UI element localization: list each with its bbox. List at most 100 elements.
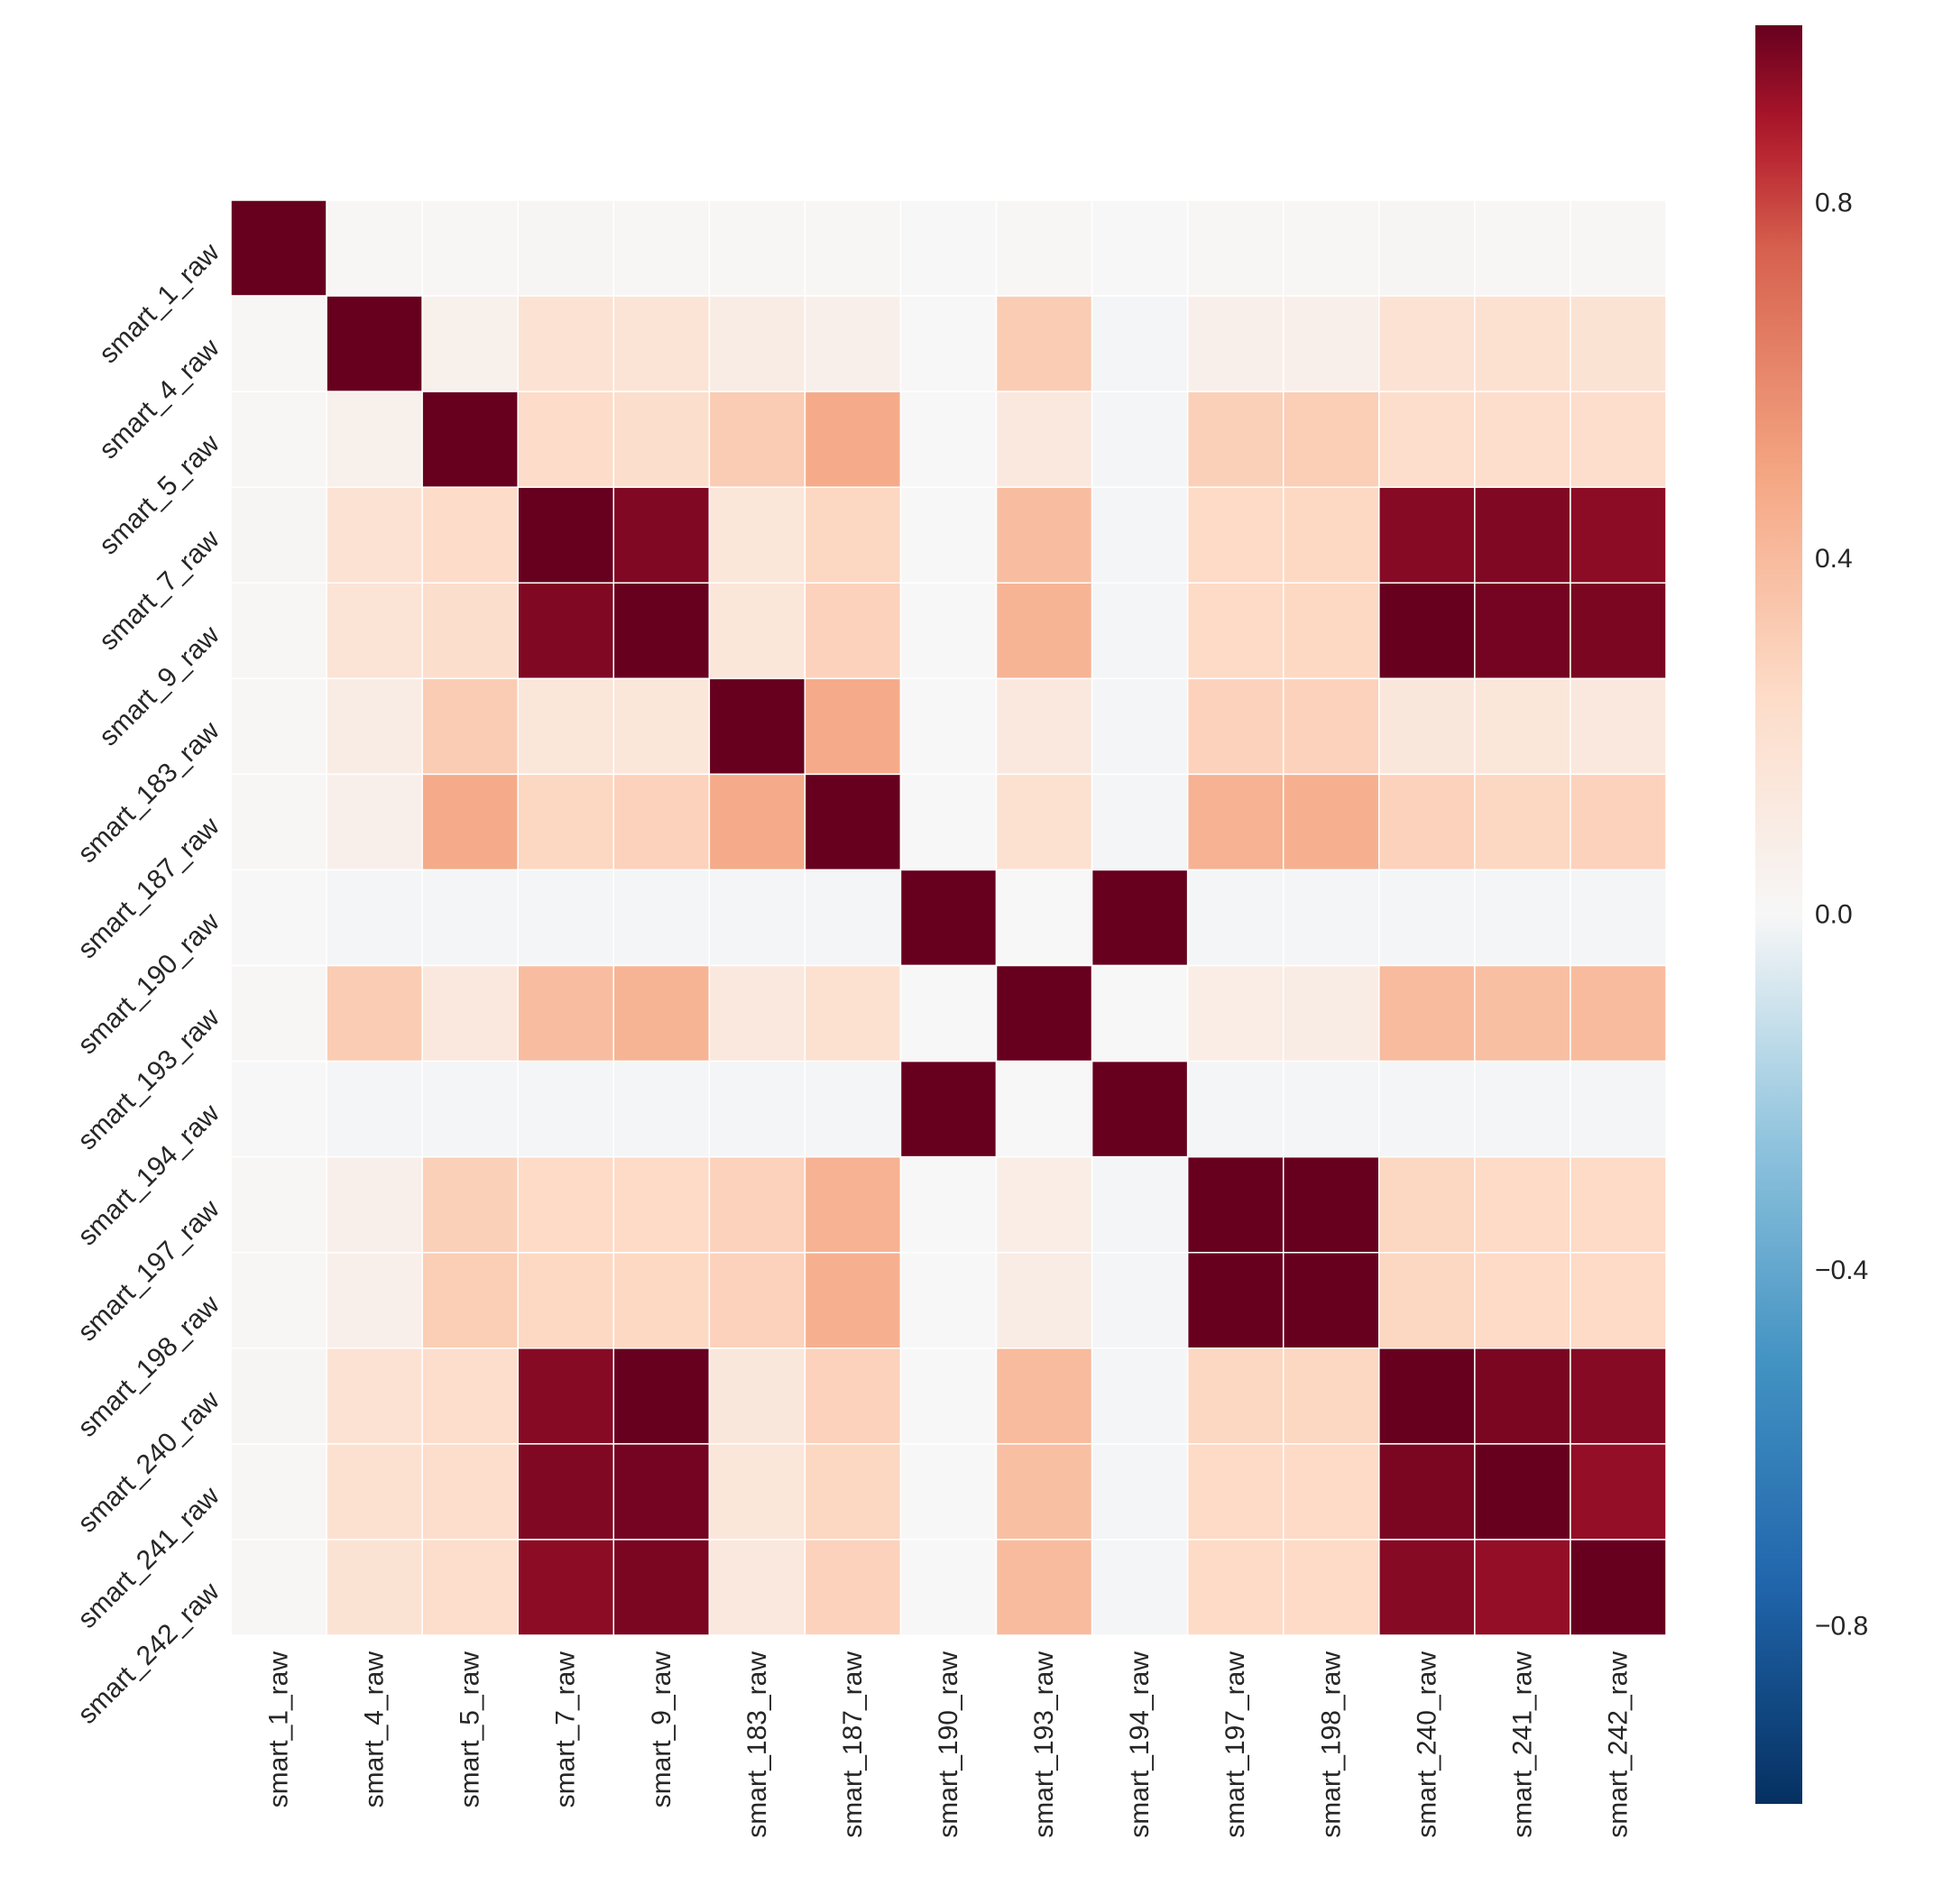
heatmap-cell-smart_198_raw-smart_183_raw [708,1251,806,1349]
heatmap-cell-smart_187_raw-smart_183_raw [708,773,806,871]
heatmap-cell-smart_5_raw-smart_190_raw [899,391,998,488]
heatmap-cell-smart_1_raw-smart_183_raw [708,199,806,297]
heatmap-cell-smart_198_raw-smart_7_raw [517,1251,615,1349]
heatmap-cell-smart_242_raw-smart_190_raw [899,1539,998,1636]
heatmap-cell-smart_9_raw-smart_193_raw [995,582,1093,680]
heatmap-cell-smart_240_raw-smart_4_raw [326,1348,423,1445]
colorbar-tick-label: −0.8 [1815,1611,1868,1641]
heatmap-cell-smart_241_raw-smart_1_raw [230,1443,327,1541]
heatmap-cell-smart_5_raw-smart_193_raw [995,391,1093,488]
heatmap-cell-smart_194_raw-smart_197_raw [1186,1060,1284,1158]
heatmap-cell-smart_4_raw-smart_7_raw [517,295,615,392]
heatmap-cell-smart_198_raw-smart_5_raw [421,1251,519,1349]
heatmap-cell-smart_9_raw-smart_242_raw [1570,582,1667,680]
colorbar-tick-label: 0.8 [1815,189,1853,218]
heatmap-cell-smart_193_raw-smart_183_raw [708,964,806,1062]
heatmap-cell-smart_7_raw-smart_197_raw [1186,486,1284,584]
heatmap-cell-smart_197_raw-smart_4_raw [326,1155,423,1254]
heatmap-cell-smart_242_raw-smart_242_raw [1570,1539,1667,1636]
heatmap-cell-smart_1_raw-smart_1_raw [230,199,327,297]
heatmap-cell-smart_193_raw-smart_193_raw [995,964,1093,1062]
heatmap-cell-smart_241_raw-smart_7_raw [517,1443,615,1541]
heatmap-cell-smart_194_raw-smart_1_raw [230,1060,327,1158]
x-tick-label-smart_1_raw: smart_1_raw [264,1651,294,1808]
heatmap-cell-smart_9_raw-smart_183_raw [708,582,806,680]
heatmap-cell-smart_9_raw-smart_198_raw [1282,582,1380,680]
heatmap-cells [230,199,1667,1636]
heatmap-cell-smart_242_raw-smart_241_raw [1474,1539,1571,1636]
heatmap-cell-smart_4_raw-smart_197_raw [1186,295,1284,392]
heatmap-cell-smart_241_raw-smart_4_raw [326,1443,423,1541]
heatmap-cell-smart_183_raw-smart_5_raw [421,677,519,776]
heatmap-cell-smart_187_raw-smart_242_raw [1570,773,1667,871]
heatmap-cell-smart_197_raw-smart_241_raw [1474,1155,1571,1254]
heatmap-cell-smart_198_raw-smart_198_raw [1282,1251,1380,1349]
heatmap-cell-smart_183_raw-smart_198_raw [1282,677,1380,776]
y-axis-tick-labels: smart_1_rawsmart_4_rawsmart_5_rawsmart_7… [72,237,226,1730]
heatmap-cell-smart_242_raw-smart_193_raw [995,1539,1093,1636]
heatmap-cell-smart_198_raw-smart_4_raw [326,1251,423,1349]
heatmap-cell-smart_187_raw-smart_198_raw [1282,773,1380,871]
heatmap-cell-smart_242_raw-smart_240_raw [1378,1539,1476,1636]
heatmap-cell-smart_240_raw-smart_240_raw [1378,1348,1476,1445]
heatmap-cell-smart_198_raw-smart_187_raw [804,1251,902,1349]
heatmap-cell-smart_7_raw-smart_7_raw [517,486,615,584]
heatmap-cell-smart_9_raw-smart_241_raw [1474,582,1571,680]
heatmap-cell-smart_1_raw-smart_242_raw [1570,199,1667,297]
heatmap-cell-smart_193_raw-smart_198_raw [1282,964,1380,1062]
heatmap-cell-smart_242_raw-smart_183_raw [708,1539,806,1636]
heatmap-cell-smart_4_raw-smart_9_raw [612,295,711,392]
heatmap-cell-smart_241_raw-smart_242_raw [1570,1443,1667,1541]
heatmap-cell-smart_242_raw-smart_7_raw [517,1539,615,1636]
heatmap-cell-smart_4_raw-smart_183_raw [708,295,806,392]
heatmap-cell-smart_1_raw-smart_197_raw [1186,199,1284,297]
heatmap-cell-smart_197_raw-smart_240_raw [1378,1155,1476,1254]
heatmap-cell-smart_4_raw-smart_187_raw [804,295,902,392]
heatmap-cell-smart_9_raw-smart_4_raw [326,582,423,680]
heatmap-cell-smart_190_raw-smart_9_raw [612,869,711,967]
heatmap-cell-smart_190_raw-smart_197_raw [1186,869,1284,967]
heatmap-cell-smart_194_raw-smart_4_raw [326,1060,423,1158]
heatmap-cell-smart_9_raw-smart_194_raw [1091,582,1189,680]
heatmap-cell-smart_7_raw-smart_242_raw [1570,486,1667,584]
heatmap-cell-smart_1_raw-smart_9_raw [612,199,711,297]
heatmap-cell-smart_5_raw-smart_5_raw [421,391,519,488]
heatmap-cell-smart_194_raw-smart_190_raw [899,1060,998,1158]
heatmap-cell-smart_242_raw-smart_198_raw [1282,1539,1380,1636]
heatmap-cell-smart_194_raw-smart_242_raw [1570,1060,1667,1158]
heatmap-cell-smart_197_raw-smart_5_raw [421,1155,519,1254]
heatmap-cell-smart_198_raw-smart_241_raw [1474,1251,1571,1349]
heatmap-cell-smart_240_raw-smart_198_raw [1282,1348,1380,1445]
heatmap-cell-smart_183_raw-smart_9_raw [612,677,711,776]
heatmap-cell-smart_242_raw-smart_1_raw [230,1539,327,1636]
heatmap-cell-smart_241_raw-smart_9_raw [612,1443,711,1541]
heatmap-cell-smart_197_raw-smart_187_raw [804,1155,902,1254]
heatmap-cell-smart_183_raw-smart_7_raw [517,677,615,776]
x-axis-tick-labels: smart_1_raw smart_4_raw smart_5_raw smart_7… [264,1651,1634,1838]
heatmap-cell-smart_242_raw-smart_9_raw [612,1539,711,1636]
x-tick-label-smart_241_raw: smart_241_raw [1507,1651,1537,1838]
heatmap-cell-smart_198_raw-smart_190_raw [899,1251,998,1349]
heatmap-cell-smart_187_raw-smart_7_raw [517,773,615,871]
heatmap-cell-smart_241_raw-smart_183_raw [708,1443,806,1541]
heatmap-cell-smart_194_raw-smart_194_raw [1091,1060,1189,1158]
colorbar-tick-label: 0.0 [1815,900,1853,930]
heatmap-cell-smart_193_raw-smart_242_raw [1570,964,1667,1062]
heatmap-cell-smart_5_raw-smart_240_raw [1378,391,1476,488]
heatmap-cell-smart_9_raw-smart_9_raw [612,582,711,680]
heatmap-cell-smart_187_raw-smart_193_raw [995,773,1093,871]
colorbar-ticks: 0.8 0.4 0.0 −0.4 −0.8 [1815,189,1868,1642]
heatmap-cell-smart_4_raw-smart_193_raw [995,295,1093,392]
heatmap-cell-smart_193_raw-smart_241_raw [1474,964,1571,1062]
heatmap-cell-smart_5_raw-smart_187_raw [804,391,902,488]
heatmap-cell-smart_4_raw-smart_240_raw [1378,295,1476,392]
heatmap-cell-smart_197_raw-smart_242_raw [1570,1155,1667,1254]
heatmap-cell-smart_5_raw-smart_7_raw [517,391,615,488]
heatmap-cell-smart_187_raw-smart_194_raw [1091,773,1189,871]
heatmap-cell-smart_187_raw-smart_4_raw [326,773,423,871]
heatmap-cell-smart_194_raw-smart_5_raw [421,1060,519,1158]
heatmap-cell-smart_240_raw-smart_193_raw [995,1348,1093,1445]
heatmap-cell-smart_197_raw-smart_7_raw [517,1155,615,1254]
x-tick-label-smart_194_raw: smart_194_raw [1125,1651,1155,1838]
